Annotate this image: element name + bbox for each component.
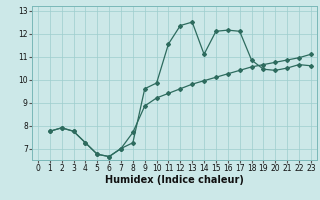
X-axis label: Humidex (Indice chaleur): Humidex (Indice chaleur) xyxy=(105,175,244,185)
